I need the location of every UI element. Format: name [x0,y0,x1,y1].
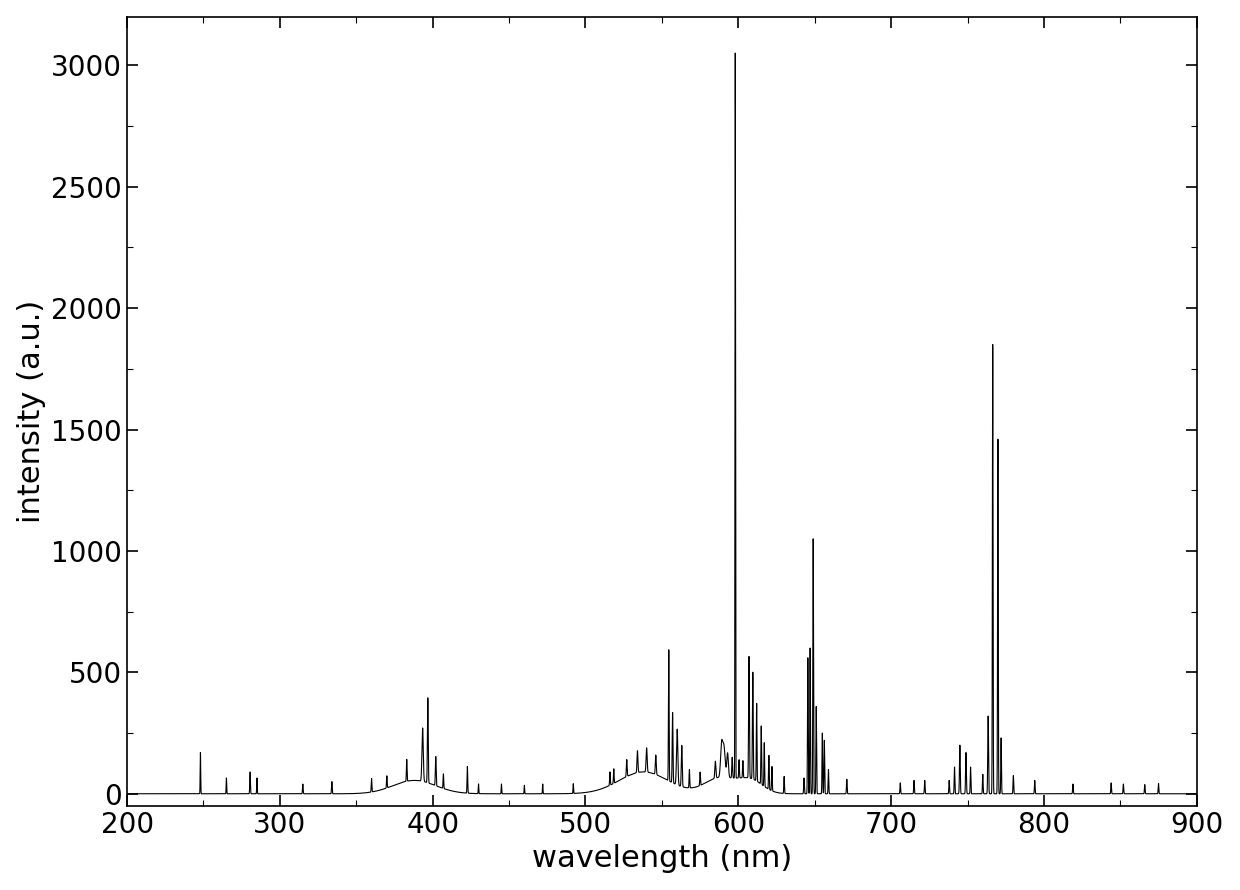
X-axis label: wavelength (nm): wavelength (nm) [532,845,792,873]
Y-axis label: intensity (a.u.): intensity (a.u.) [16,300,46,523]
